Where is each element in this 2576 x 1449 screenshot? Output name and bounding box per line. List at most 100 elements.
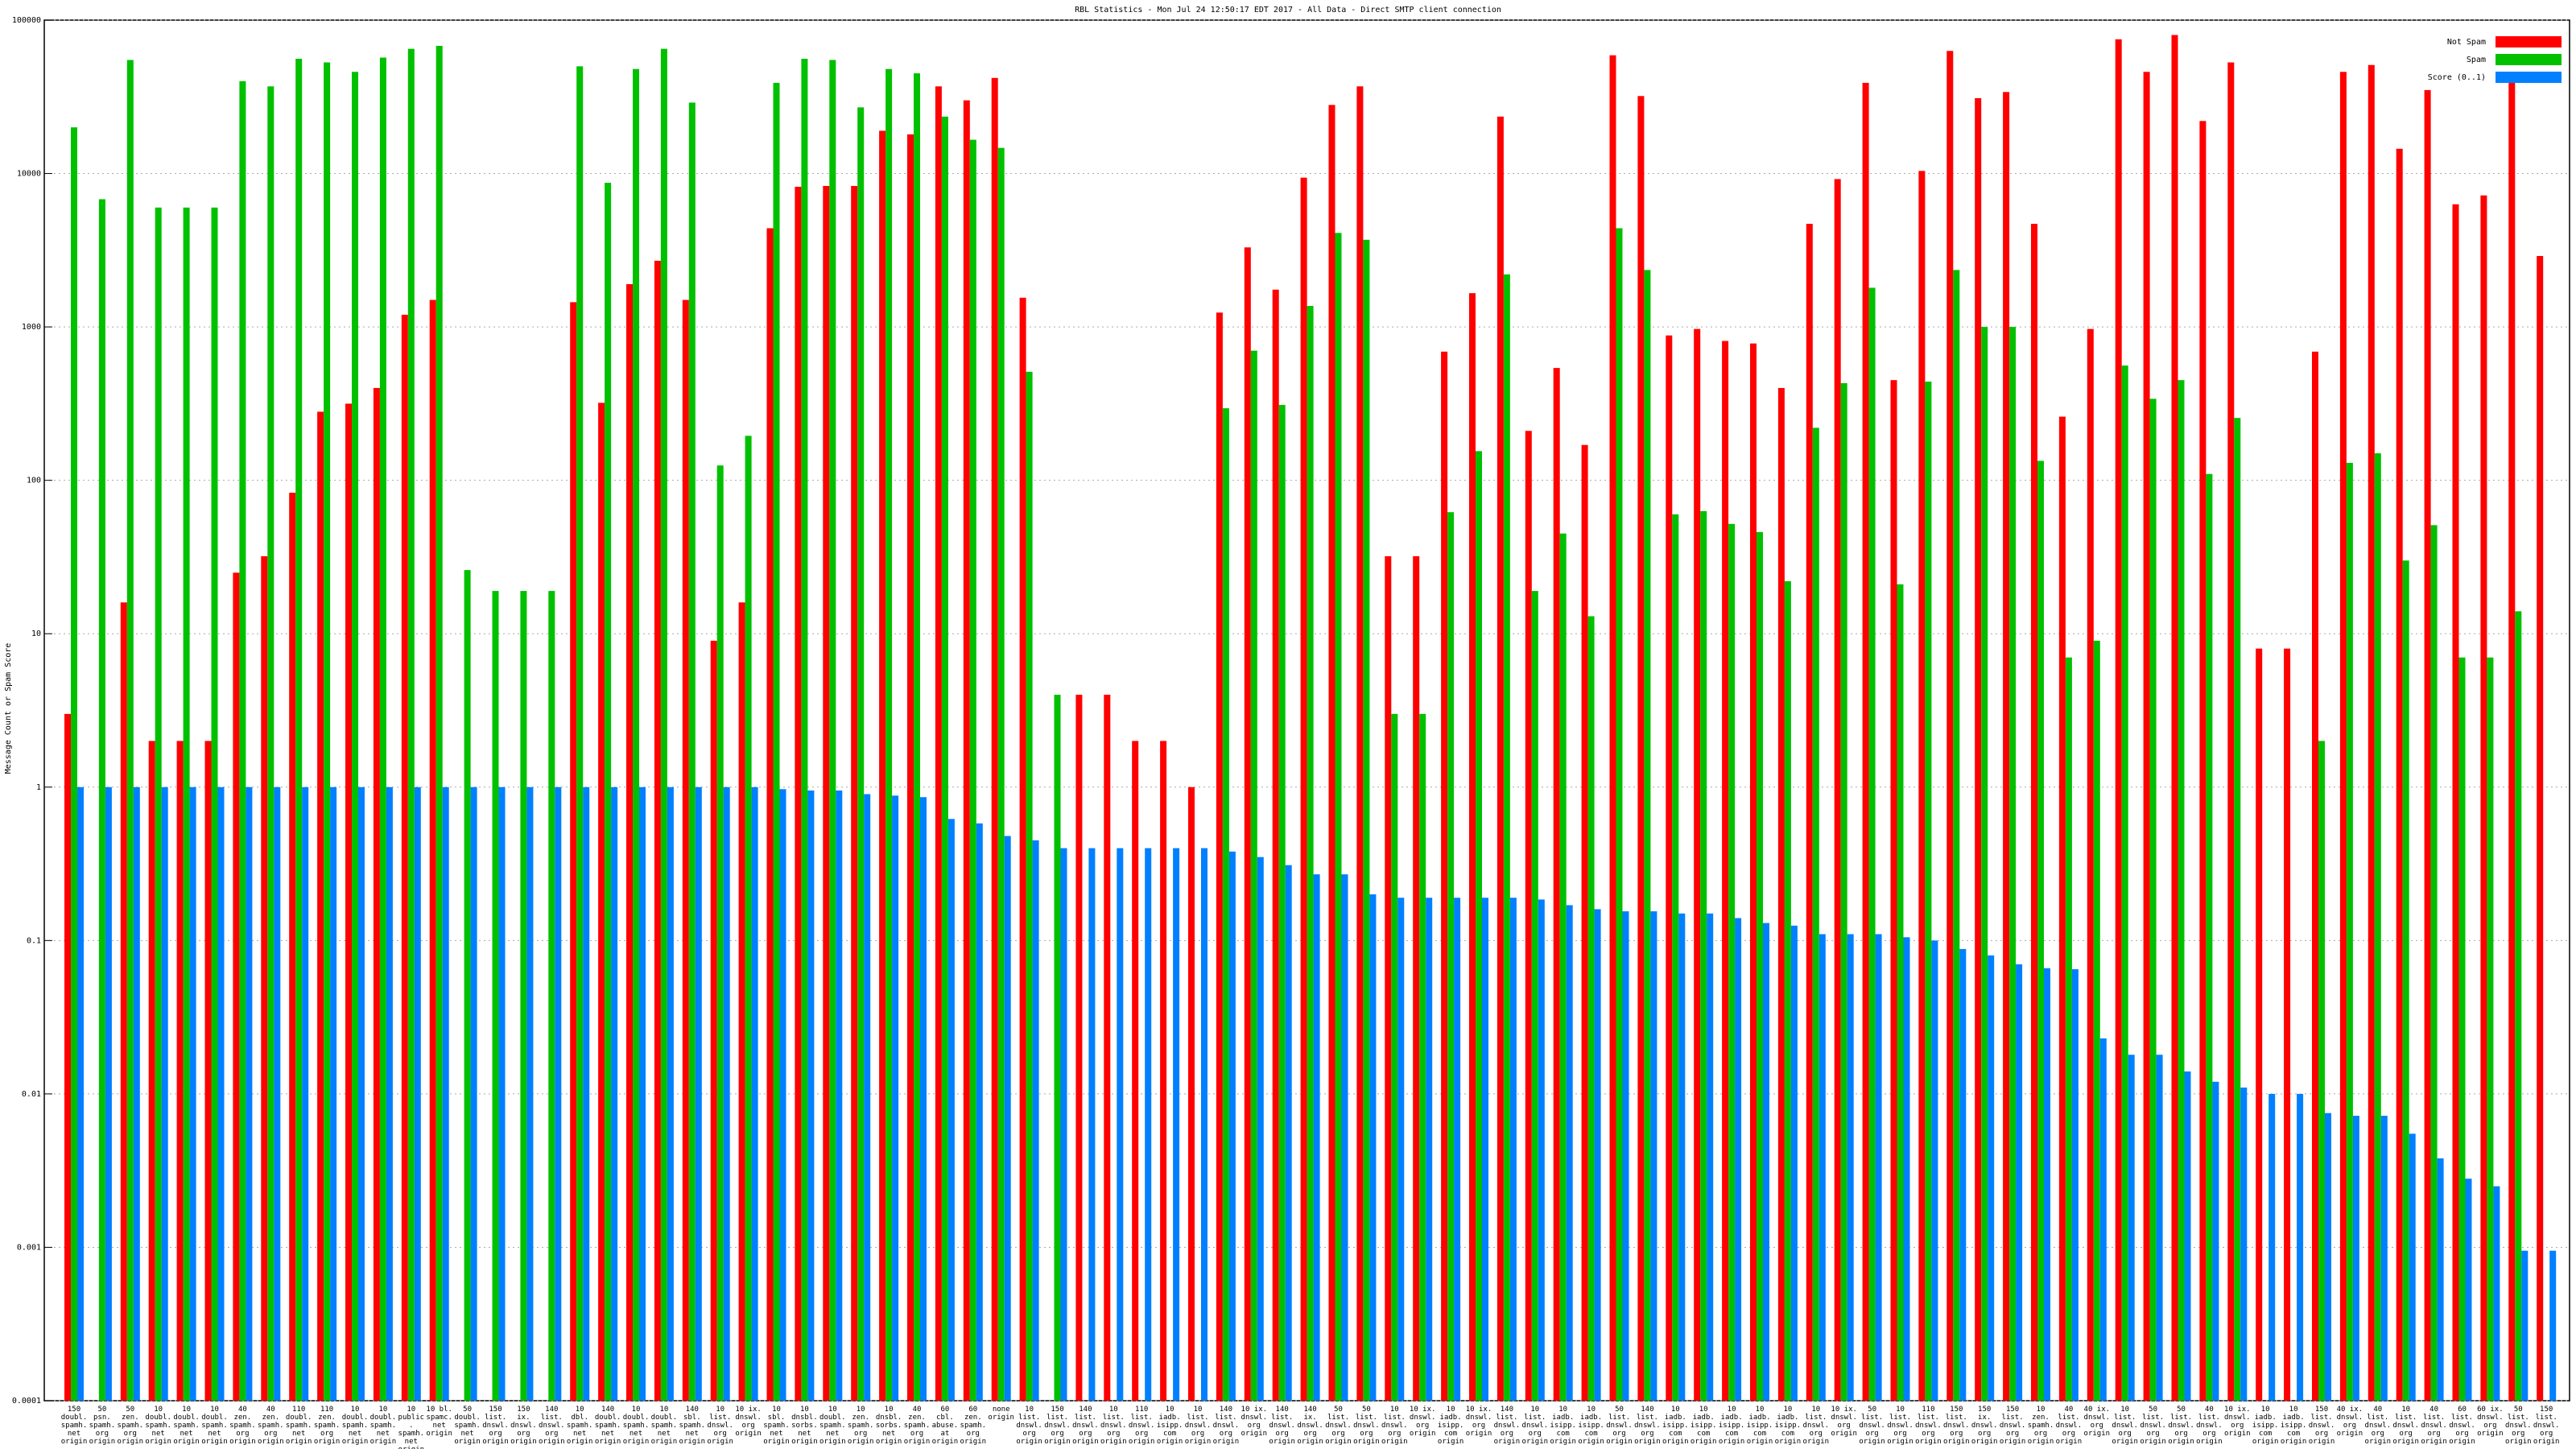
x-tick-label: 10 iadb. isipp. com origin [2252,1406,2279,1446]
bar [1313,874,1320,1401]
bar [1757,531,1763,1401]
y-tick-label: 0.0001 [12,1397,41,1406]
bar [1054,695,1061,1401]
x-tick-label: 140 list. dnswl. org origin [1493,1406,1521,1446]
bar [907,134,914,1401]
x-tick-label: 40 zen. spamh. org origin [258,1406,284,1446]
bar [2508,80,2516,1401]
bar [2437,1158,2444,1401]
x-tick-label: 10 iadb. isipp. com origin [1662,1406,1689,1446]
bar [1946,51,1954,1401]
bar [2515,611,2522,1401]
bar [1790,925,1798,1401]
bar [879,130,886,1402]
x-tick-label: 150 doubl. spamh. net origin [60,1406,88,1446]
x-tick-label: 140 list. dnswl. org origin [1634,1406,1661,1446]
bar [947,819,955,1401]
bar [914,73,920,1402]
bar [345,403,352,1402]
bar [1925,382,1932,1401]
bar [1622,911,1629,1401]
bar [1581,444,1588,1401]
x-tick-label: 150 list. dnswl. org origin [482,1406,509,1446]
bar [1931,940,1938,1401]
bar [274,786,281,1401]
bar [576,66,584,1402]
bar [1272,289,1279,1402]
bar [2346,462,2353,1401]
bar [1750,343,1757,1401]
bar [1784,580,1791,1401]
bar [851,185,858,1401]
bar [2240,1088,2248,1401]
bar [105,786,112,1401]
bar [829,60,836,1401]
bar [1890,380,1897,1402]
bar [1847,934,1854,1401]
legend-swatch [2496,72,2562,83]
x-tick-label: 10 doubl. spamh. net origin [622,1406,650,1446]
x-tick-label: 10 doubl. spamh. net origin [369,1406,397,1446]
bar [148,741,155,1401]
bar [1496,116,1504,1401]
x-tick-label: 10 iadb. isipp. com origin [1578,1406,1604,1446]
x-tick-label: 50 list. dnswl. org origin [1325,1406,1352,1446]
bar [864,794,871,1401]
x-tick-label: 10 dnsbl. sorbs. net origin [791,1406,818,1446]
bar [1812,427,1819,1401]
bar [1678,913,1686,1401]
x-tick-label: 10 list. dnswl. org origin [707,1406,733,1446]
x-tick-label: 10 doubl. spamh. net origin [201,1406,228,1446]
bar [1278,405,1286,1402]
bar [555,786,562,1401]
x-tick-label: 50 doubl. spamh. net origin [454,1406,481,1446]
legend-label: Not Spam [2447,38,2486,47]
bar [1862,82,1869,1401]
bar [682,299,689,1402]
x-tick-label: 40 list. dnswl. org origin [2196,1406,2223,1446]
bar [2452,204,2459,1401]
bar [2380,1116,2388,1401]
bar [520,591,527,1401]
x-tick-label: 10 list. dnswl. org origin [1100,1406,1127,1446]
x-tick-label: 150 list. dnswl. org origin [1044,1406,1071,1446]
bar [1868,287,1876,1401]
x-tick-label: 10 ix. dnswl. org origin [1465,1406,1492,1438]
bar [464,570,471,1401]
bar [2325,1113,2331,1401]
bar [2044,968,2050,1401]
x-tick-label: 50 list. dnswl. org origin [2140,1406,2166,1446]
bar [1335,233,1342,1401]
bar [1244,247,1251,1401]
bar [1637,96,1645,1402]
bar [1160,741,1167,1401]
bar [2087,328,2094,1401]
x-tick-label: 10 list. dnswl. org origin [1381,1406,1408,1446]
bar [71,127,77,1401]
bar [1953,270,1960,1401]
x-tick-label: 110 list. dnswl. org origin [1915,1406,1942,1446]
bar [98,199,105,1401]
bar [688,102,696,1402]
bar [1117,848,1124,1401]
bar [935,86,942,1401]
x-tick-label: 10 doubl. spamh. net origin [173,1406,200,1446]
bar [751,786,758,1401]
bar [442,786,449,1401]
y-axis-label: Message Count or Spam Score [4,643,13,774]
bar [1616,228,1623,1402]
bar [1672,514,1679,1401]
x-tick-label: 10 doubl. spamh. net origin [650,1406,678,1446]
bar [1728,523,1736,1401]
bar [133,786,140,1401]
bar [407,48,415,1402]
bar [941,116,948,1401]
bar [2093,640,2100,1401]
bar [1903,937,1910,1401]
bar [633,68,639,1402]
x-tick-label: 10 list. dnswl. org origin [1887,1406,1913,1446]
bar [1328,105,1335,1401]
bar [2031,224,2037,1402]
bar [886,68,893,1402]
bar [710,640,717,1401]
